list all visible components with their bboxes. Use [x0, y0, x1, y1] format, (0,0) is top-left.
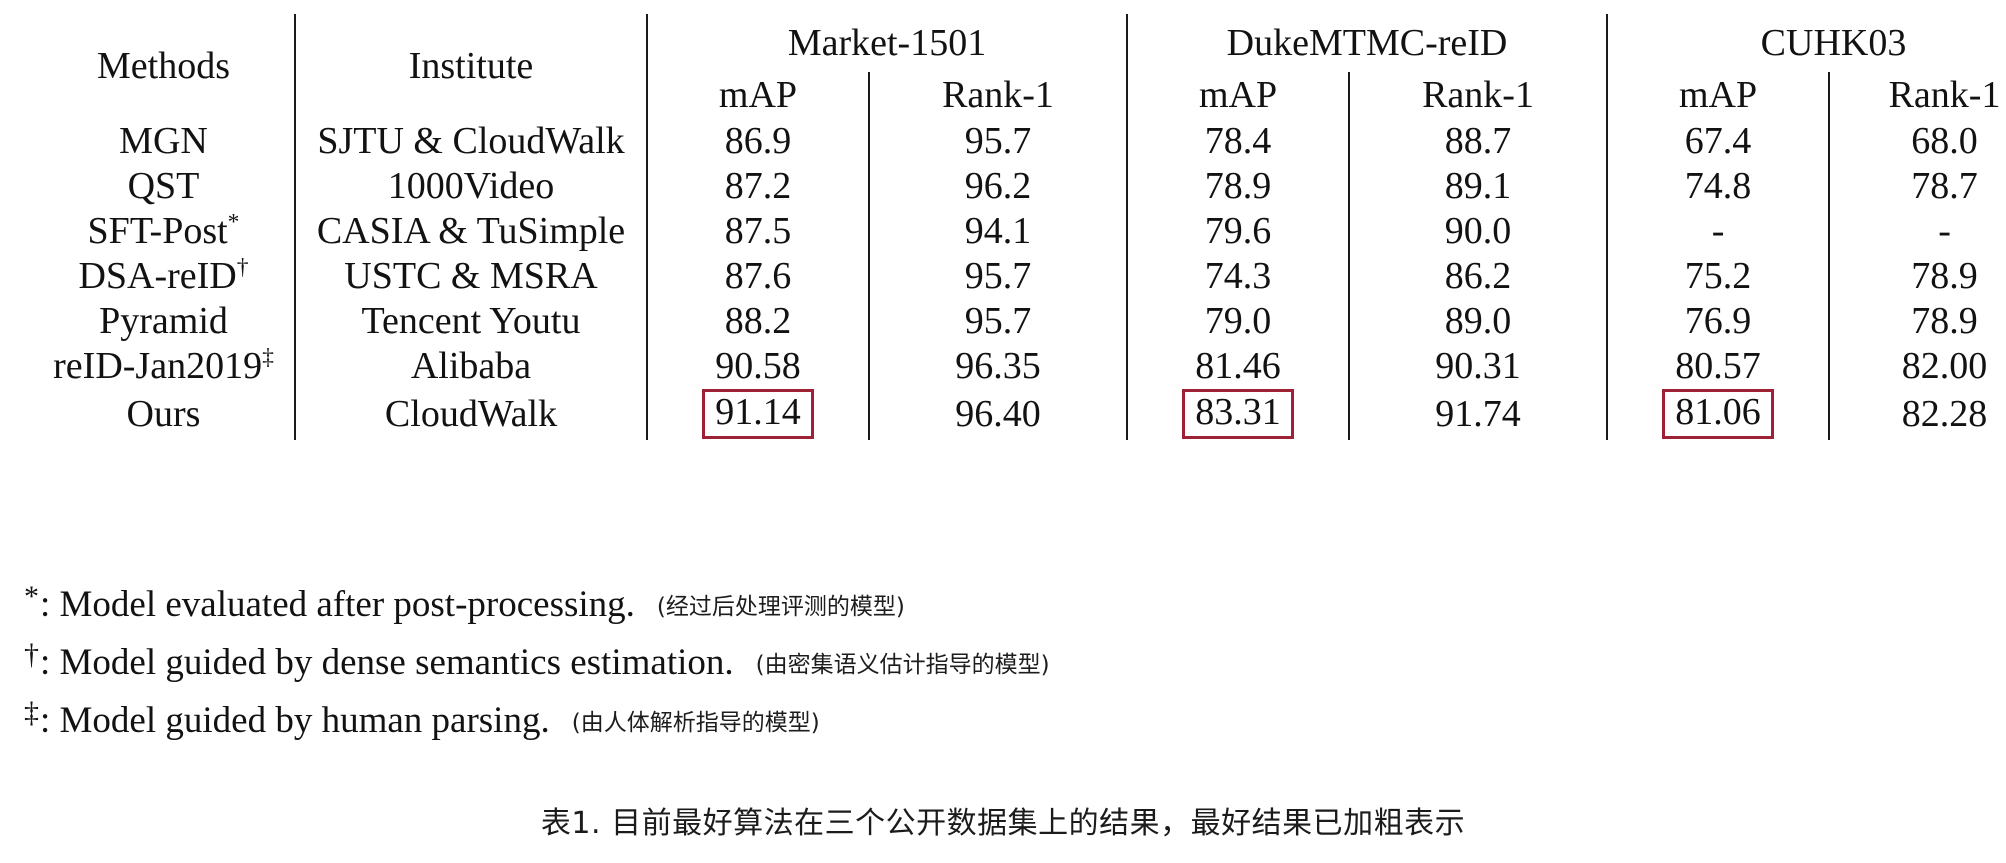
cell-cuhk-map: 75.2	[1606, 253, 1830, 298]
table-row: QST 1000Video 87.2 96.2 78.9 89.1 74.8 7…	[33, 163, 2006, 208]
cell-method: Ours	[126, 393, 201, 435]
cell-cuhk-rank1: 82.28	[1828, 388, 2006, 440]
cell-duke-map-highlight: 83.31	[1126, 388, 1350, 440]
cell-market-map: 87.6	[646, 253, 869, 298]
header-institute: Institute	[294, 14, 647, 118]
cell-market-map: 88.2	[646, 298, 869, 343]
table-header-row-datasets: Methods Institute Market-1501 DukeMTMC-r…	[33, 14, 2006, 118]
footnote-text-en: : Model guided by human parsing.	[40, 700, 550, 741]
method-marker: ‡	[262, 343, 274, 370]
cell-duke-map: 78.4	[1126, 118, 1350, 163]
cell-market-map: 90.58	[646, 343, 869, 388]
cell-market-map: 87.5	[646, 208, 869, 253]
cell-method: QST	[127, 164, 200, 207]
cell-institute: 1000Video	[294, 163, 647, 208]
header-market1501-rank1: Rank-1	[867, 72, 1128, 118]
cell-duke-map: 79.0	[1126, 298, 1350, 343]
method-marker: †	[236, 253, 249, 280]
cell-duke-rank1: 88.7	[1348, 118, 1608, 163]
header-methods: Methods	[97, 45, 230, 87]
cell-cuhk-map: 80.57	[1606, 343, 1830, 388]
table-row: DSA-reID† USTC & MSRA 87.6 95.7 74.3 86.…	[33, 253, 2006, 298]
footnote-dagger: † : Model guided by dense semantics esti…	[24, 640, 1924, 683]
table-caption: 表1. 目前最好算法在三个公开数据集上的结果，最好结果已加粗表示	[540, 806, 1466, 841]
highlight-box: 81.06	[1662, 389, 1774, 439]
cell-method: DSA-reID†	[78, 253, 249, 297]
footnote-asterisk: * : Model evaluated after post-processin…	[24, 582, 1924, 625]
cell-duke-rank1: 90.0	[1348, 208, 1608, 253]
cell-market-rank1: 96.40	[867, 388, 1128, 440]
header-market1501-map: mAP	[646, 72, 869, 118]
results-table-container: Methods Institute Market-1501 DukeMTMC-r…	[33, 14, 2006, 440]
cell-institute: CloudWalk	[294, 388, 647, 440]
cell-method: reID-Jan2019‡	[53, 343, 274, 387]
cell-method: Pyramid	[99, 299, 228, 342]
cell-method: SFT-Post*	[87, 208, 240, 252]
cell-cuhk-rank1: 82.00	[1828, 343, 2006, 388]
cell-cuhk-map-highlight: 81.06	[1606, 388, 1830, 440]
footnote-double-dagger: ‡ : Model guided by human parsing. (由人体解…	[24, 698, 1924, 741]
header-dukemtmc-rank1: Rank-1	[1348, 72, 1608, 118]
table-row: Pyramid Tencent Youtu 88.2 95.7 79.0 89.…	[33, 298, 2006, 343]
cell-duke-map: 79.6	[1126, 208, 1350, 253]
cell-cuhk-rank1: -	[1828, 208, 2006, 253]
header-cuhk03-map: mAP	[1606, 72, 1830, 118]
cell-duke-map: 78.9	[1126, 163, 1350, 208]
footnote-text-cn: (由人体解析指导的模型)	[571, 710, 820, 736]
cell-duke-rank1: 91.74	[1348, 388, 1608, 440]
cell-cuhk-rank1: 68.0	[1828, 118, 2006, 163]
table-header-row-metrics: mAP Rank-1 mAP Rank-1 mAP Rank-1	[33, 72, 2006, 118]
footnote-symbol: ‡	[24, 696, 39, 729]
cell-market-rank1: 96.35	[867, 343, 1128, 388]
footnotes-block: * : Model evaluated after post-processin…	[24, 582, 1924, 760]
footnote-text-en: : Model guided by dense semantics estima…	[40, 642, 734, 683]
cell-market-rank1: 95.7	[867, 298, 1128, 343]
cell-market-rank1: 94.1	[867, 208, 1128, 253]
cell-duke-rank1: 89.0	[1348, 298, 1608, 343]
footnote-text-en: : Model evaluated after post-processing.	[40, 584, 635, 625]
cell-cuhk-map: 76.9	[1606, 298, 1830, 343]
cell-cuhk-map: 74.8	[1606, 163, 1830, 208]
cell-institute: USTC & MSRA	[294, 253, 647, 298]
cell-duke-rank1: 90.31	[1348, 343, 1608, 388]
cell-market-map-highlight: 91.14	[646, 388, 869, 440]
cell-market-rank1: 95.7	[867, 253, 1128, 298]
cell-market-map: 86.9	[646, 118, 869, 163]
cell-method: MGN	[119, 119, 208, 162]
header-dataset-dukemtmc: DukeMTMC-reID	[1126, 14, 1608, 72]
cell-cuhk-map: -	[1606, 208, 1830, 253]
cell-cuhk-rank1: 78.9	[1828, 253, 2006, 298]
method-marker: *	[227, 208, 240, 235]
cell-duke-rank1: 86.2	[1348, 253, 1608, 298]
header-dataset-cuhk03: CUHK03	[1606, 14, 2006, 72]
table-row: MGN SJTU & CloudWalk 86.9 95.7 78.4 88.7…	[33, 118, 2006, 163]
cell-institute: Alibaba	[294, 343, 647, 388]
table-row: reID-Jan2019‡ Alibaba 90.58 96.35 81.46 …	[33, 343, 2006, 388]
table-row-ours: Ours CloudWalk 91.14 96.40 83.31 91.74 8…	[33, 388, 2006, 440]
header-dukemtmc-map: mAP	[1126, 72, 1350, 118]
footnote-text-cn: (经过后处理评测的模型)	[656, 594, 905, 620]
cell-market-rank1: 96.2	[867, 163, 1128, 208]
highlight-box: 91.14	[702, 389, 814, 439]
cell-duke-map: 81.46	[1126, 343, 1350, 388]
cell-duke-rank1: 89.1	[1348, 163, 1608, 208]
highlight-box: 83.31	[1182, 389, 1294, 439]
footnote-symbol: †	[24, 638, 39, 671]
header-cuhk03-rank1: Rank-1	[1828, 72, 2006, 118]
cell-market-map: 87.2	[646, 163, 869, 208]
cell-institute: CASIA & TuSimple	[294, 208, 647, 253]
cell-cuhk-map: 67.4	[1606, 118, 1830, 163]
cell-market-rank1: 95.7	[867, 118, 1128, 163]
cell-institute: Tencent Youtu	[294, 298, 647, 343]
cell-duke-map: 74.3	[1126, 253, 1350, 298]
table-row: SFT-Post* CASIA & TuSimple 87.5 94.1 79.…	[33, 208, 2006, 253]
cell-institute: SJTU & CloudWalk	[294, 118, 647, 163]
footnote-text-cn: (由密集语义估计指导的模型)	[755, 652, 1050, 678]
header-dataset-market1501: Market-1501	[645, 14, 1128, 72]
cell-cuhk-rank1: 78.7	[1828, 163, 2006, 208]
cell-cuhk-rank1: 78.9	[1828, 298, 2006, 343]
footnote-symbol: *	[24, 580, 39, 613]
results-table: Methods Institute Market-1501 DukeMTMC-r…	[33, 14, 2006, 440]
